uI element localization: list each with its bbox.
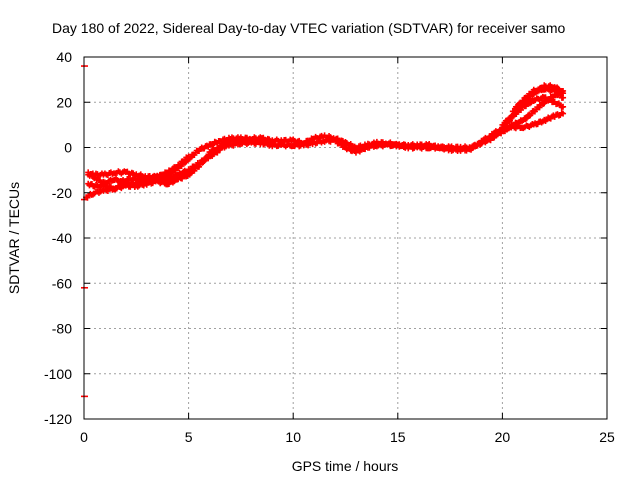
x-tick-label: 25 [599,429,615,445]
tick-labels: -120 -100 -80 -60 -40 -20 0 20 40 0 5 10 15 20 25 [44,49,615,445]
data-point [515,103,522,110]
data-point [556,90,563,97]
data-point [560,110,567,117]
data-point [519,98,526,105]
data-point [185,153,192,160]
y-tick-label: -80 [52,321,72,337]
data-point [560,94,567,101]
y-tick-label: -40 [52,230,72,246]
series-arc-6 [206,136,475,156]
x-tick-label: 5 [185,429,193,445]
data-point [560,87,567,94]
data-points [81,65,567,398]
x-tick-label: 20 [495,429,511,445]
x-axis-label: GPS time / hours [292,458,399,474]
y-axis-label: SDTVAR / TECUs [6,182,22,294]
x-tick-label: 0 [80,429,88,445]
series-arc-4 [85,153,192,187]
series-arc-11 [509,85,567,115]
data-point [523,115,530,122]
y-tick-label: 40 [56,49,72,65]
y-tick-label: -120 [44,411,72,427]
x-tick-label: 15 [390,429,406,445]
data-point [560,103,567,110]
axis-ticks [83,56,608,420]
y-tick-label: 20 [56,94,72,110]
y-tick-label: -60 [52,275,72,291]
y-tick-label: -20 [52,185,72,201]
chart-title: Day 180 of 2022, Sidereal Day-to-day VTE… [52,20,565,36]
y-tick-label: -100 [44,366,72,382]
series-arc-9 [488,109,567,138]
x-tick-label: 10 [285,429,301,445]
data-point [505,117,512,124]
y-tick-label: 0 [64,140,72,156]
